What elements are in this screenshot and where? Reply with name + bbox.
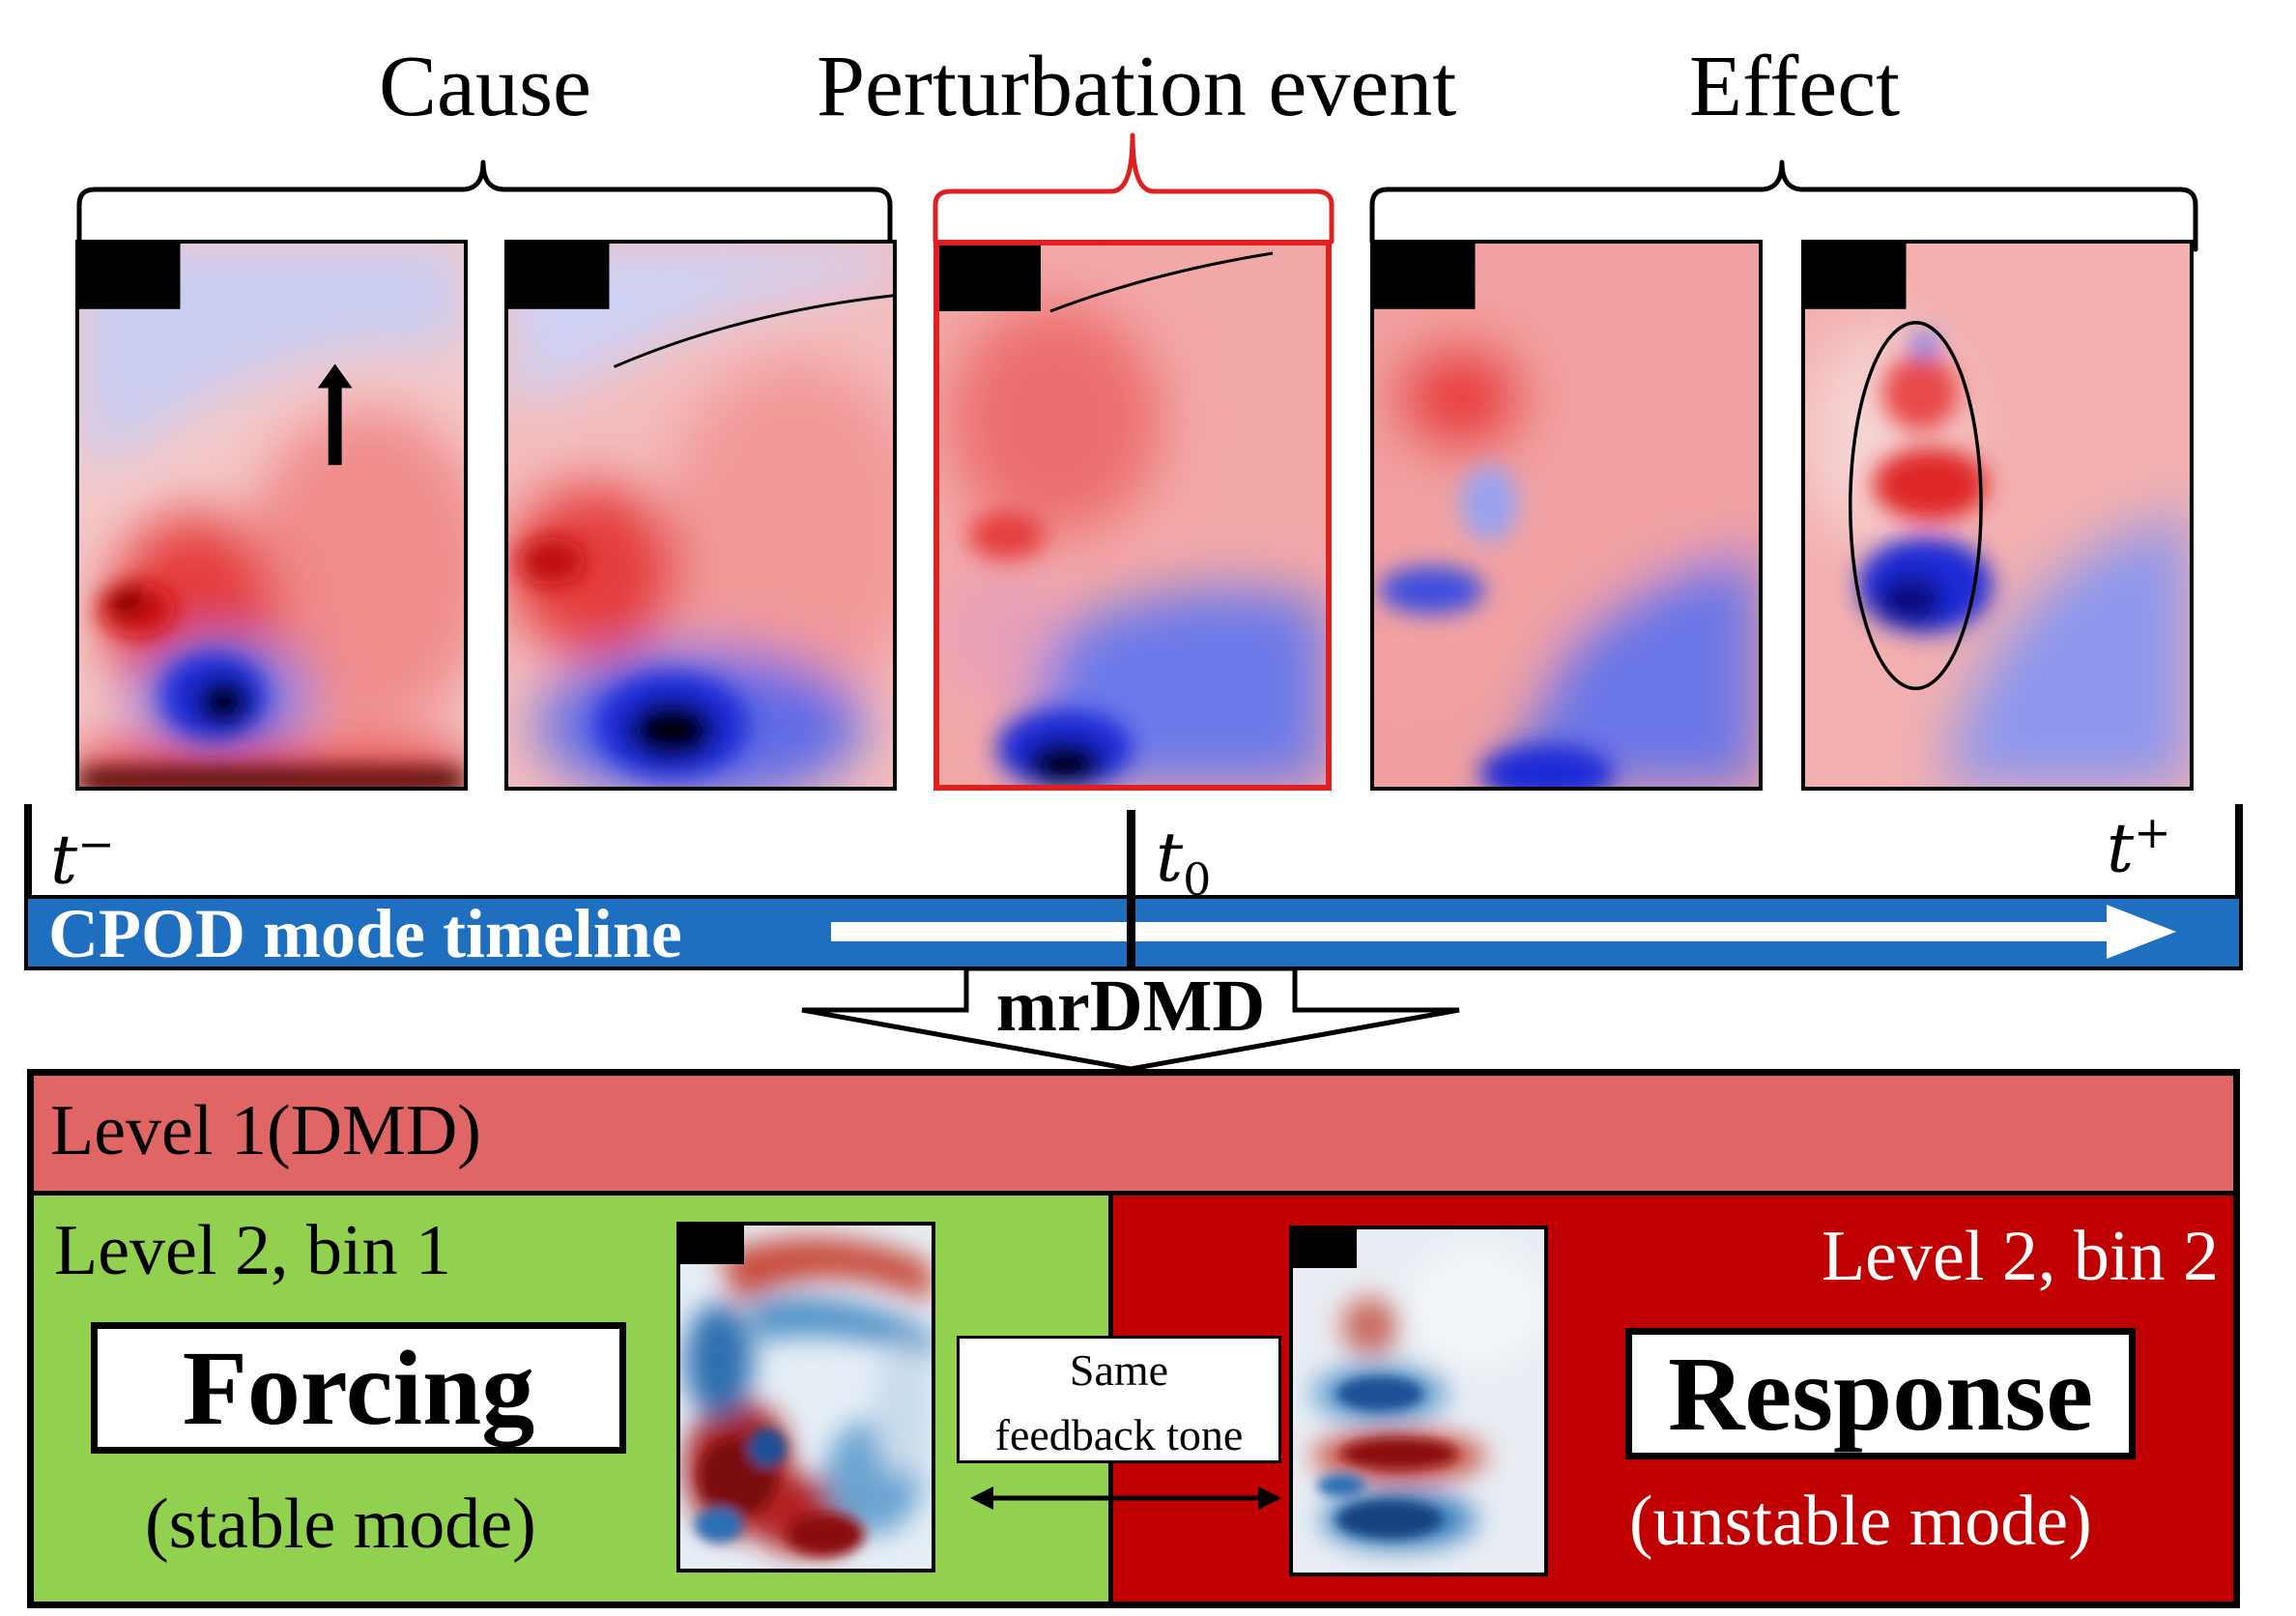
level1-bar — [34, 1076, 2233, 1196]
mrdmd-funnel-arrow — [801, 967, 1460, 1072]
timeline-right-tick — [2235, 804, 2243, 970]
t-minus-label: t− — [50, 818, 115, 900]
brace-lines — [76, 132, 2198, 252]
bin1-label: Level 2, bin 1 — [54, 1211, 452, 1290]
response-subtitle: (unstable mode) — [1629, 1482, 2092, 1561]
snapshot-panel-1 — [75, 240, 468, 791]
t-plus-label: t+ — [2107, 806, 2171, 888]
up-arrow-icon — [317, 363, 353, 466]
t0-label: t0 — [1156, 818, 1212, 906]
snapshot-panel-2 — [504, 240, 897, 791]
double-arrow-icon — [970, 1486, 1281, 1510]
cause-brace — [76, 159, 893, 252]
highlight-ellipse — [1849, 320, 1983, 691]
forcing-mode-image — [676, 1222, 935, 1573]
bin2-label: Level 2, bin 2 — [1821, 1217, 2219, 1296]
effect-brace — [1369, 159, 2198, 252]
level1-label: Level 1(DMD) — [50, 1091, 481, 1170]
feedback-tone-note: Same feedback tone — [957, 1336, 1281, 1463]
snapshot-panel-perturbation — [933, 240, 1332, 791]
header-cause: Cause — [379, 39, 591, 134]
forcing-box: Forcing — [91, 1322, 626, 1454]
feedback-line2: feedback tone — [994, 1409, 1244, 1459]
timeline-left-tick — [24, 804, 32, 970]
perturbation-brace — [933, 132, 1335, 245]
response-box: Response — [1625, 1328, 2136, 1459]
timeline-t0-tick — [1127, 810, 1135, 970]
response-mode-image — [1289, 1226, 1548, 1576]
snapshot-panel-4 — [1370, 240, 1763, 791]
forcing-subtitle: (stable mode) — [145, 1485, 536, 1564]
header-perturbation: Perturbation event — [817, 39, 1457, 134]
timeline-arrow-icon — [831, 905, 2176, 959]
snapshot-panel-5 — [1801, 240, 2194, 791]
timeline-label: CPOD mode timeline — [48, 895, 682, 972]
header-effect: Effect — [1689, 39, 1901, 134]
mrdmd-label: mrDMD — [995, 966, 1266, 1047]
feedback-line1: Same — [1069, 1345, 1169, 1395]
